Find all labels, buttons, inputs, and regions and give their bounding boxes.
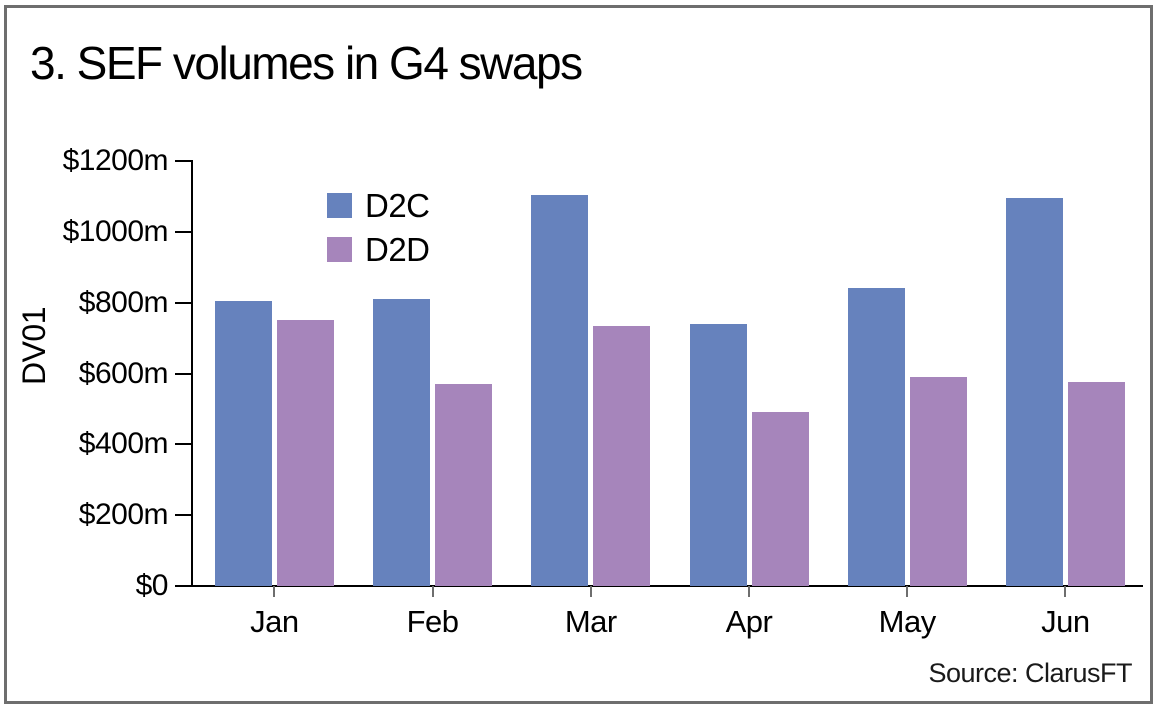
legend-label-d2d: D2D	[365, 231, 430, 268]
y-tick-label: $600m	[78, 356, 169, 390]
y-tick-label: $1000m	[62, 214, 169, 248]
x-tick-label-jun: Jun	[1041, 604, 1090, 639]
x-tick-mark	[1064, 586, 1067, 597]
x-tick-mark	[589, 586, 592, 597]
legend: D2C D2D	[327, 187, 430, 280]
x-tick-mark	[748, 586, 750, 597]
x-tick-label-mar: Mar	[564, 604, 617, 639]
x-tick-label-apr: Apr	[725, 604, 773, 639]
legend-swatch-d2d	[327, 237, 352, 262]
bar-d2c-feb	[373, 299, 430, 586]
bar-d2c-may	[848, 288, 905, 586]
y-tick-mark	[175, 160, 193, 162]
figure-border	[4, 5, 1153, 704]
bar-d2c-mar	[531, 195, 588, 586]
legend-item-d2c: D2C	[327, 187, 430, 224]
y-tick-label: $400m	[78, 427, 169, 461]
bar-d2c-jan	[215, 301, 272, 586]
x-tick-label-may: May	[878, 604, 937, 639]
y-tick-label: $800m	[78, 285, 169, 319]
x-axis-line	[191, 585, 1143, 587]
y-tick-label: $0	[135, 569, 169, 602]
y-tick-mark	[175, 372, 193, 375]
legend-item-d2d: D2D	[327, 231, 430, 268]
y-tick-label: $200m	[78, 498, 169, 532]
legend-label-d2c: D2C	[365, 187, 430, 224]
y-tick-label: $1200m	[62, 144, 169, 177]
legend-swatch-d2c	[327, 193, 352, 218]
bar-d2d-feb	[435, 384, 492, 586]
bar-d2d-apr	[752, 412, 809, 586]
y-tick-mark	[175, 585, 193, 587]
x-tick-mark	[273, 586, 276, 597]
y-tick-mark	[175, 301, 193, 304]
bar-d2d-mar	[593, 326, 650, 586]
y-tick-mark	[175, 443, 193, 446]
bar-d2d-may	[910, 377, 967, 586]
bar-d2c-apr	[690, 324, 747, 586]
bar-d2c-jun	[1006, 198, 1063, 586]
bar-d2d-jun	[1068, 382, 1125, 586]
y-tick-mark	[175, 230, 193, 233]
y-tick-mark	[175, 514, 193, 517]
x-tick-mark	[431, 586, 434, 597]
x-tick-label-jan: Jan	[250, 604, 299, 639]
bar-d2d-jan	[277, 320, 334, 586]
x-tick-mark	[906, 586, 909, 597]
source-credit: Source: ClarusFT	[928, 658, 1132, 688]
x-tick-label-feb: Feb	[406, 604, 459, 639]
chart-title: 3. SEF volumes in G4 swaps	[30, 37, 583, 89]
